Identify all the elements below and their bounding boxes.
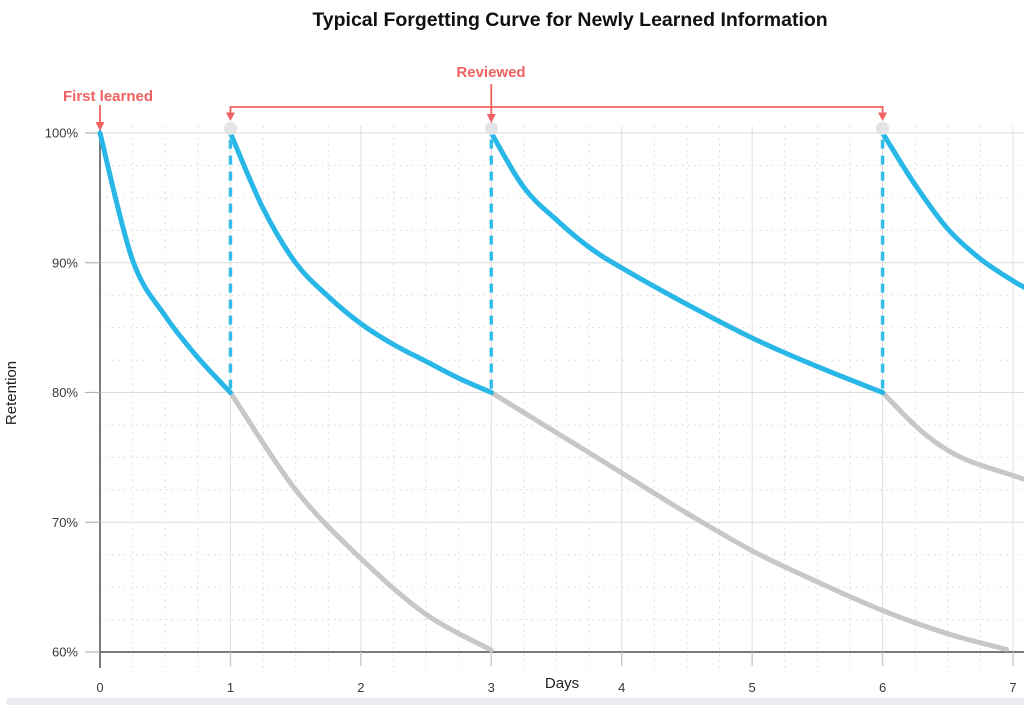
x-tick-label-7: 7: [1009, 680, 1016, 695]
axes-and-ticks: [85, 126, 1024, 668]
y-tick-label-90: 90%: [52, 255, 78, 270]
retention-with-review-3: [488, 130, 886, 395]
review-dot-day-1: [223, 121, 237, 135]
retention-with-review-1: [97, 130, 233, 395]
review-jump-lines: [228, 138, 885, 389]
horizontal-scrollbar[interactable]: [6, 698, 1024, 705]
y-tick-label-70: 70%: [52, 515, 78, 530]
review-dot-day-3: [484, 121, 498, 135]
x-tick-label-5: 5: [749, 680, 756, 695]
chart-title: Typical Forgetting Curve for Newly Learn…: [312, 9, 827, 31]
y-tick-label-100: 100%: [45, 126, 79, 141]
x-tick-label-0: 0: [96, 680, 103, 695]
retention-with-review-4: [880, 130, 1024, 290]
first-learned-label: First learned: [63, 88, 153, 105]
x-tick-label-3: 3: [488, 680, 495, 695]
y-tick-label-60: 60%: [52, 645, 78, 660]
review-dot-day-6: [876, 121, 890, 135]
curve-series: [97, 130, 1024, 653]
y-tick-label-80: 80%: [52, 385, 78, 400]
x-tick-label-2: 2: [357, 680, 364, 695]
y-axis-title: Retention: [3, 361, 20, 425]
x-tick-label-6: 6: [879, 680, 886, 695]
reviewed-label: Reviewed: [456, 64, 525, 81]
review-dots: [223, 121, 890, 135]
tick-labels: 0 1 2 3 4 5 6 7 60% 70% 80% 90% 100%: [45, 126, 1017, 696]
red-annotations: [95, 84, 888, 131]
x-tick-label-1: 1: [227, 680, 234, 695]
x-tick-label-4: 4: [618, 680, 625, 695]
minor-gridlines: [100, 126, 1024, 670]
retention-with-review-2: [227, 130, 494, 395]
forgetting-without-review-3: [880, 390, 1024, 482]
forgetting-without-review-1: [227, 390, 494, 653]
forgetting-without-review-2: [488, 390, 1009, 652]
major-gridlines: [100, 126, 1024, 652]
x-axis-title: Days: [545, 675, 579, 692]
